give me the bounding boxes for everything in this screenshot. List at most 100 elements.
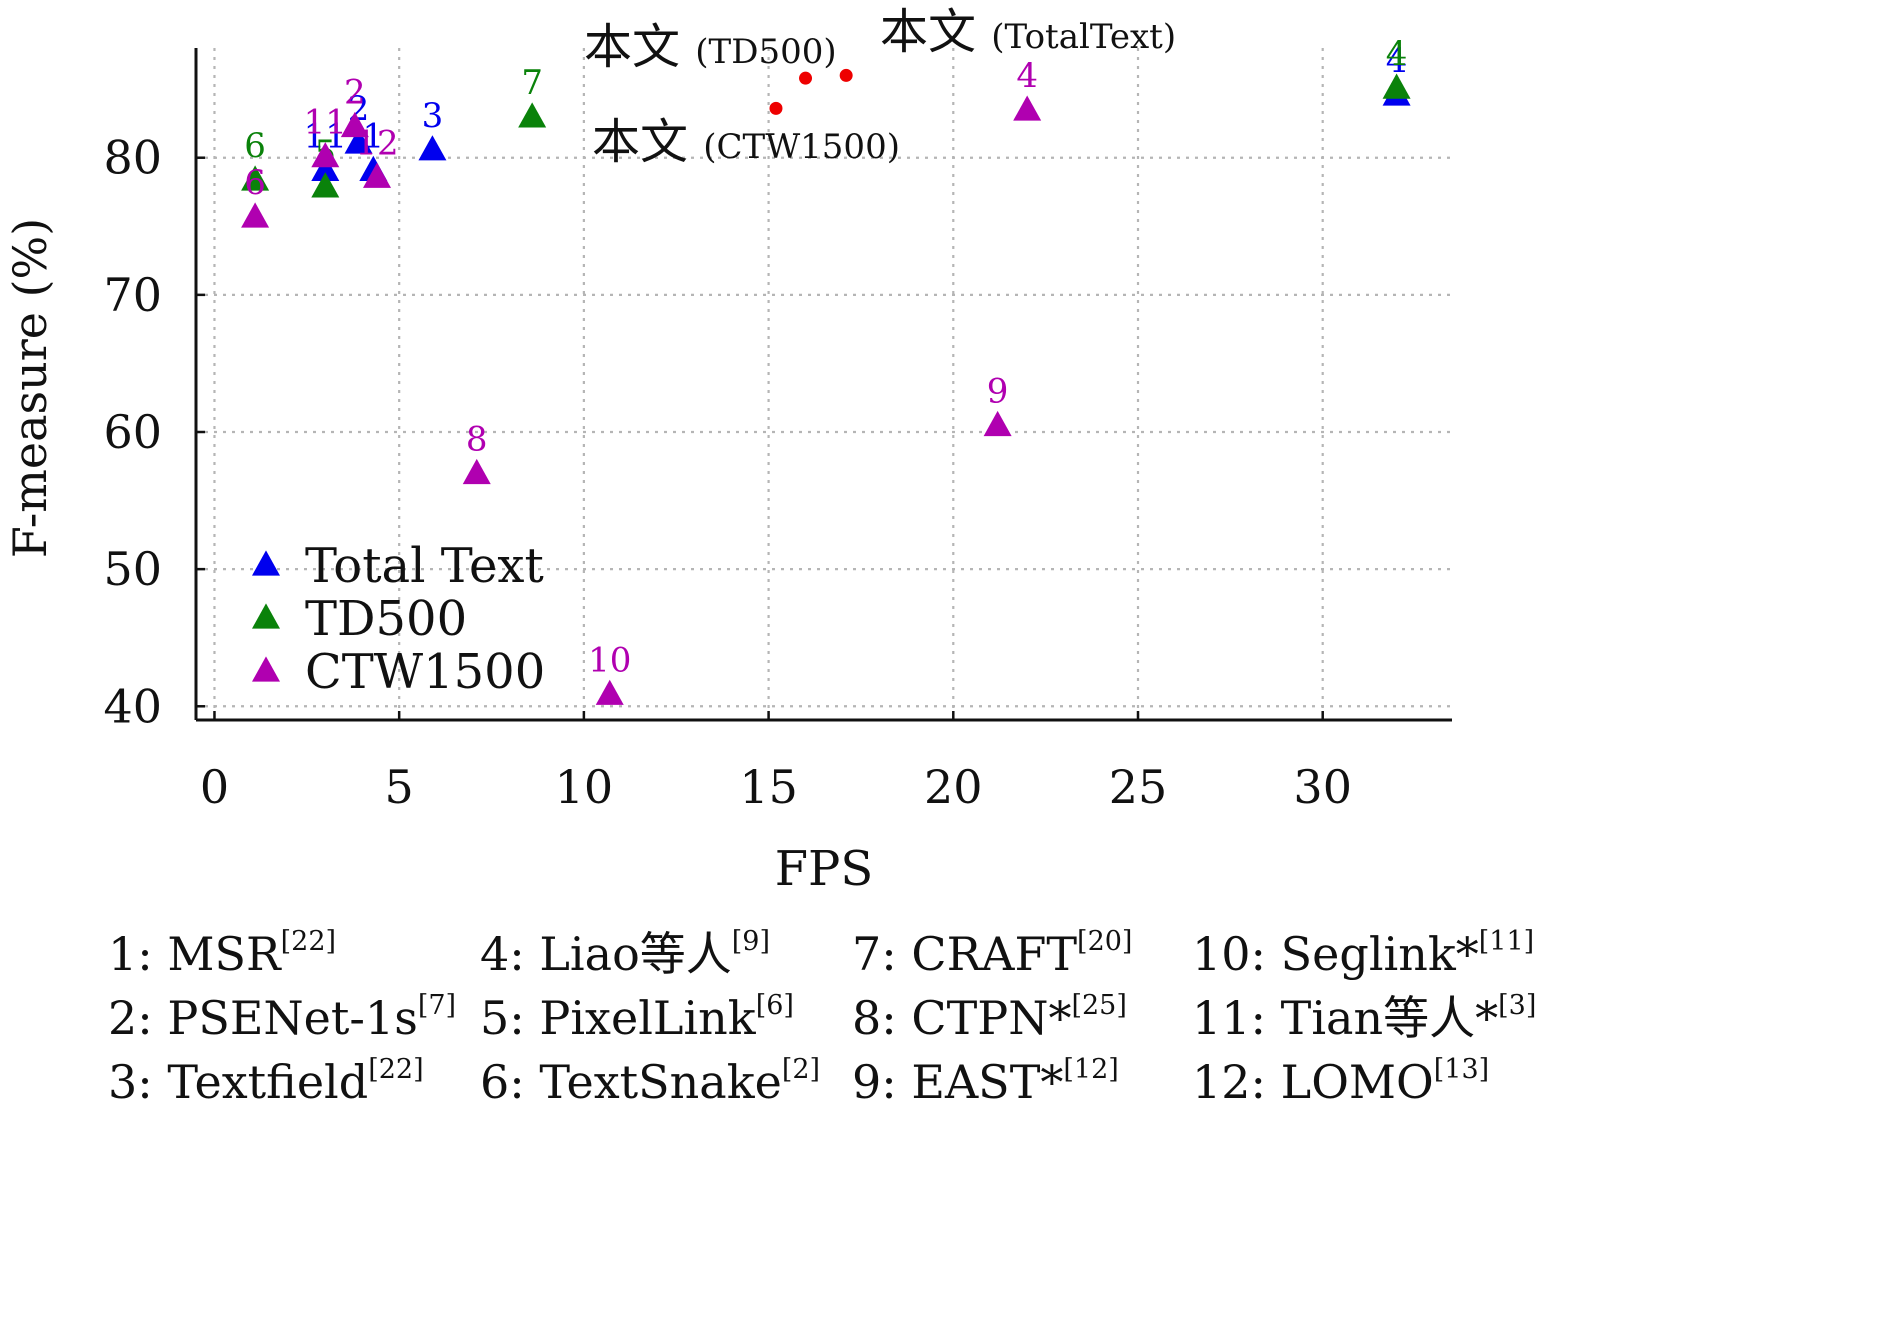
method-ref: [6] xyxy=(755,990,794,1021)
point-label: 10 xyxy=(588,640,631,680)
method-key-item: 12: LOMO[13] xyxy=(1192,1050,1536,1114)
method-key-column: 1: MSR[22] 2: PSENet-1s[7] 3: Textfield[22… xyxy=(108,922,456,1114)
method-name: 10: Seglink* xyxy=(1192,927,1479,981)
method-name: 8: CTPN* xyxy=(852,991,1072,1045)
point-label: 本文 (TD500) xyxy=(584,19,837,75)
data-point xyxy=(1013,95,1042,121)
method-key-item: 10: Seglink*[11] xyxy=(1192,922,1536,986)
method-key-item: 6: TextSnake[2] xyxy=(480,1050,820,1114)
y-tick-label: 70 xyxy=(103,268,162,322)
data-point xyxy=(769,101,783,115)
point-label: 本文 (TotalText) xyxy=(880,4,1176,60)
method-ref: [9] xyxy=(731,926,771,957)
data-marks: 123411657421112689410本文 (CTW1500)本文 (TD5… xyxy=(241,4,1411,705)
y-axis-label: F-measure (%) xyxy=(3,218,57,558)
method-key: 1: MSR[22] 2: PSENet-1s[7] 3: Textfield[22… xyxy=(0,922,1567,1120)
method-ref: [13] xyxy=(1433,1054,1490,1085)
method-key-item: 3: Textfield[22] xyxy=(108,1050,456,1114)
method-key-column: 7: CRAFT[20] 8: CTPN*[25] 9: EAST*[12] xyxy=(852,922,1132,1114)
x-axis-label: FPS xyxy=(775,841,873,897)
grid-lines xyxy=(196,48,1452,720)
method-name: 3: Textfield xyxy=(108,1055,369,1109)
point-label: 8 xyxy=(466,420,488,460)
data-point xyxy=(311,142,340,168)
method-name: 11: Tian等人* xyxy=(1192,991,1499,1045)
x-tick-label: 5 xyxy=(385,760,414,814)
point-label: 9 xyxy=(987,372,1009,412)
method-name: 12: LOMO xyxy=(1192,1055,1434,1109)
method-name: 2: PSENet-1s xyxy=(108,991,418,1045)
method-name: 4: Liao等人 xyxy=(480,927,732,981)
y-tick-label: 50 xyxy=(103,542,162,596)
data-point xyxy=(595,679,624,705)
data-point xyxy=(518,102,547,128)
method-ref: [25] xyxy=(1071,990,1127,1021)
point-label: 6 xyxy=(244,126,266,166)
data-point xyxy=(241,165,270,191)
point-label: 本文 (CTW1500) xyxy=(592,114,900,170)
data-point xyxy=(311,172,340,198)
method-key-item: 9: EAST*[12] xyxy=(852,1050,1132,1114)
point-label: 2 xyxy=(344,73,366,113)
data-point xyxy=(241,202,270,228)
legend-marker xyxy=(252,550,280,576)
point-label: 4 xyxy=(1386,34,1408,74)
method-ref: [11] xyxy=(1478,926,1535,957)
method-name: 1: MSR xyxy=(108,927,281,981)
legend-label: Total Text xyxy=(305,538,544,594)
method-ref: [20] xyxy=(1077,926,1133,957)
data-point xyxy=(418,135,447,161)
point-label: 3 xyxy=(422,96,444,136)
x-tick-label: 10 xyxy=(555,760,614,814)
y-tick-label: 60 xyxy=(103,405,162,459)
data-point xyxy=(344,128,373,154)
y-tick-label: 40 xyxy=(103,679,162,733)
method-name: 5: PixelLink xyxy=(480,991,756,1045)
data-point xyxy=(1382,73,1411,99)
x-tick-label: 15 xyxy=(739,760,798,814)
method-name: 6: TextSnake xyxy=(480,1055,782,1109)
method-ref: [7] xyxy=(417,990,457,1021)
method-key-item: 5: PixelLink[6] xyxy=(480,986,820,1050)
method-key-item: 11: Tian等人*[3] xyxy=(1192,986,1536,1050)
x-tick-label: 25 xyxy=(1109,760,1168,814)
data-point xyxy=(839,68,853,82)
method-key-item: 7: CRAFT[20] xyxy=(852,922,1132,986)
point-label: 4 xyxy=(1016,56,1038,96)
legend-marker xyxy=(252,656,280,682)
axes xyxy=(194,48,1452,722)
method-key-item: 1: MSR[22] xyxy=(108,922,456,986)
method-ref: [22] xyxy=(280,926,337,957)
tick-labels: 0 5 10 15 20 25 30 40 50 60 70 80 xyxy=(103,131,1352,814)
x-tick-label: 0 xyxy=(200,760,229,814)
method-key-column: 10: Seglink*[11] 11: Tian等人*[3] 12: LOMO[1… xyxy=(1192,922,1536,1114)
data-point xyxy=(340,111,369,138)
method-ref: [2] xyxy=(781,1054,821,1085)
method-key-item: 8: CTPN*[25] xyxy=(852,986,1132,1050)
data-point xyxy=(799,71,813,85)
method-key-item: 2: PSENet-1s[7] xyxy=(108,986,456,1050)
data-point xyxy=(983,410,1012,437)
method-ref: [22] xyxy=(368,1054,424,1085)
method-key-column: 4: Liao等人[9] 5: PixelLink[6] 6: TextSnake[… xyxy=(480,922,820,1114)
method-name: 7: CRAFT xyxy=(852,927,1078,981)
x-tick-label: 20 xyxy=(924,760,983,814)
legend-marker xyxy=(252,603,280,629)
point-label: 7 xyxy=(521,63,543,103)
point-label: 6 xyxy=(244,163,266,203)
method-ref: [3] xyxy=(1498,990,1537,1021)
method-name: 9: EAST* xyxy=(852,1055,1064,1109)
point-label: 4 xyxy=(1386,41,1408,81)
data-point xyxy=(462,458,491,485)
data-point xyxy=(363,162,392,188)
point-label: 12 xyxy=(355,123,398,163)
y-tick-label: 80 xyxy=(103,131,162,185)
data-point xyxy=(311,155,340,182)
method-ref: [12] xyxy=(1063,1054,1119,1085)
x-tick-label: 30 xyxy=(1293,760,1352,814)
point-label: 11 xyxy=(304,103,347,143)
scatter-chart: 0 5 10 15 20 25 30 40 50 60 70 80 FPS F-measure (%)… xyxy=(3,4,1452,897)
legend-label: CTW1500 xyxy=(305,644,545,700)
legend-label: TD500 xyxy=(305,591,467,647)
